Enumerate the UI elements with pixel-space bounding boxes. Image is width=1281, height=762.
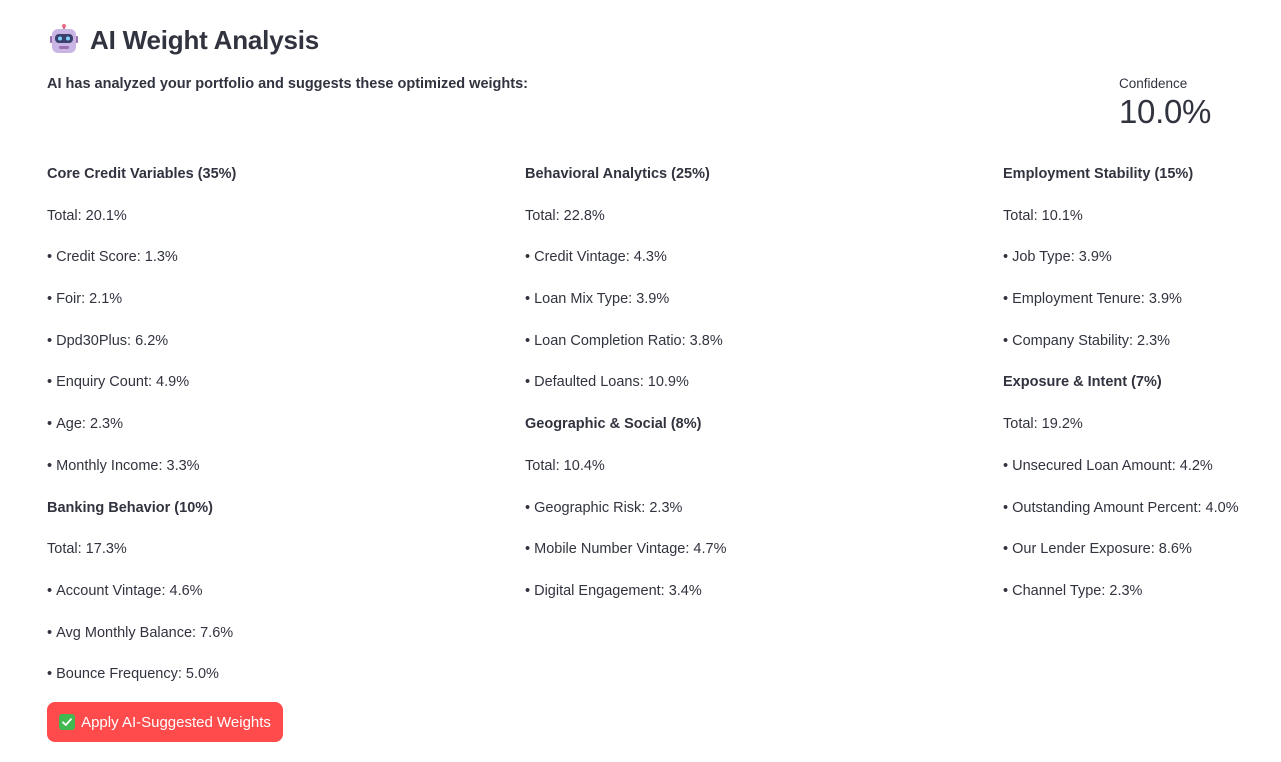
weight-item: Age: 2.3% (47, 412, 507, 454)
apply-ai-weights-button[interactable]: Apply AI-Suggested Weights (47, 702, 283, 742)
weight-item: Account Vintage: 4.6% (47, 579, 507, 621)
header: AI Weight Analysis (48, 24, 319, 56)
weight-item: Job Type: 3.9% (1003, 245, 1278, 287)
weight-item: Digital Engagement: 3.4% (525, 579, 985, 621)
check-icon (59, 714, 76, 730)
group-heading: Geographic & Social (8%) (525, 416, 702, 433)
weight-item: Foir: 2.1% (47, 287, 507, 329)
group-total: Total: 10.1% (1003, 207, 1083, 224)
weight-item: Our Lender Exposure: 8.6% (1003, 537, 1278, 579)
group-total: Total: 10.4% (525, 457, 605, 474)
weight-item: Geographic Risk: 2.3% (525, 496, 985, 538)
group-heading: Behavioral Analytics (25%) (525, 166, 710, 182)
weight-item: Channel Type: 2.3% (1003, 579, 1278, 621)
group-total: Total: 22.8% (525, 207, 605, 224)
confidence-label: Confidence (1119, 76, 1188, 91)
weights-column-3: Employment Stability (15%) Total: 10.1% … (1003, 162, 1278, 621)
group-total: Total: 19.2% (1003, 416, 1083, 433)
weight-item: Defaulted Loans: 10.9% (525, 370, 985, 412)
weight-item: Company Stability: 2.3% (1003, 329, 1278, 371)
weights-column-2: Behavioral Analytics (25%) Total: 22.8% … (525, 162, 985, 621)
weight-item: Outstanding Amount Percent: 4.0% (1003, 496, 1278, 538)
group-heading: Core Credit Variables (35%) (47, 166, 237, 182)
group-total: Total: 20.1% (47, 207, 127, 224)
group-heading: Banking Behavior (10%) (47, 499, 213, 516)
weight-item: Unsecured Loan Amount: 4.2% (1003, 454, 1278, 496)
robot-icon (50, 24, 78, 53)
group-total: Total: 17.3% (47, 541, 127, 558)
weight-item: Mobile Number Vintage: 4.7% (525, 537, 985, 579)
subtitle: AI has analyzed your portfolio and sugge… (47, 76, 528, 92)
group-heading: Exposure & Intent (7%) (1003, 374, 1162, 391)
group-heading: Employment Stability (15%) (1003, 166, 1194, 182)
confidence-value: 10.0% (1119, 93, 1212, 130)
weight-item: Dpd30Plus: 6.2% (47, 329, 507, 371)
weight-item: Credit Score: 1.3% (47, 245, 507, 287)
weight-item: Loan Completion Ratio: 3.8% (525, 329, 985, 371)
weight-item: Loan Mix Type: 3.9% (525, 287, 985, 329)
weight-item: Monthly Income: 3.3% (47, 454, 507, 496)
page-title: AI Weight Analysis (90, 24, 320, 55)
weights-column-1: Core Credit Variables (35%) Total: 20.1%… (47, 162, 507, 704)
weight-item: Enquiry Count: 4.9% (47, 370, 507, 412)
confidence-metric: Confidence 10.0% (1119, 76, 1211, 131)
apply-button-label: Apply AI-Suggested Weights (81, 713, 271, 731)
weight-item: Credit Vintage: 4.3% (525, 245, 985, 287)
weight-item: Avg Monthly Balance: 7.6% (47, 621, 507, 663)
weight-item: Employment Tenure: 3.9% (1003, 287, 1278, 329)
weight-item: Bounce Frequency: 5.0% (47, 662, 507, 704)
